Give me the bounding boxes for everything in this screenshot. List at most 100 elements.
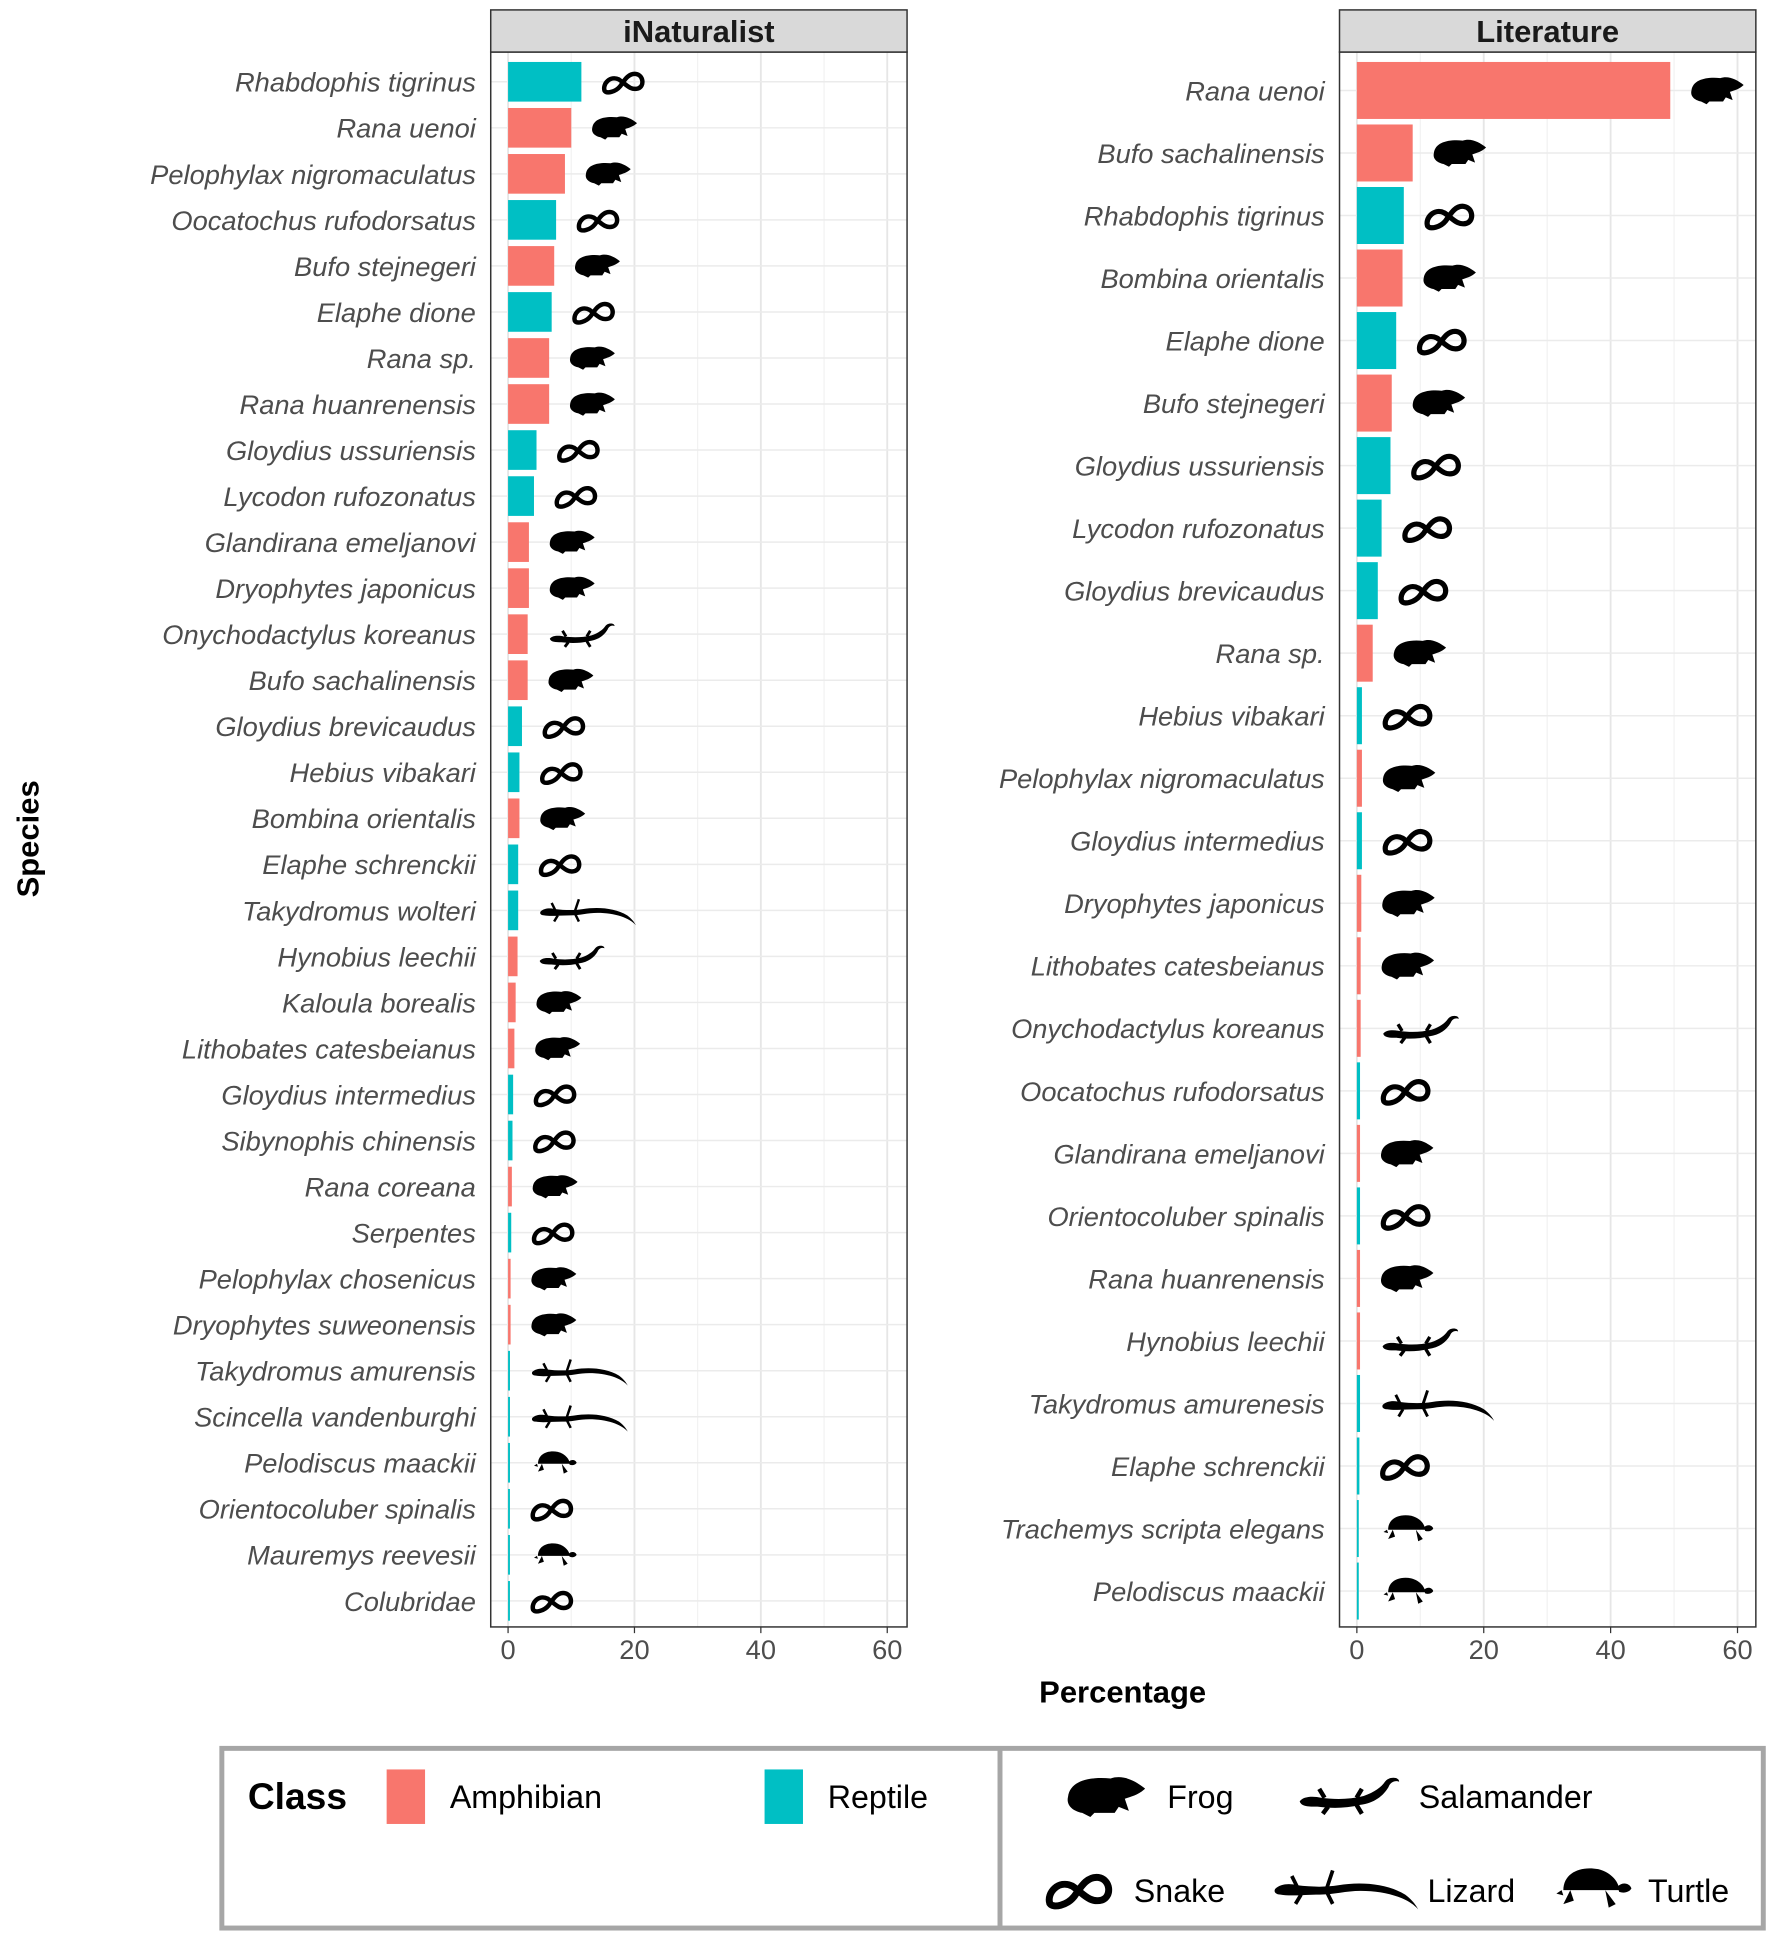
bar xyxy=(1356,249,1403,307)
bar xyxy=(1356,437,1391,495)
bar xyxy=(508,1074,514,1115)
bar xyxy=(508,292,552,332)
species-label: Takydromus amurenesis xyxy=(1029,1388,1325,1419)
bar xyxy=(508,1396,510,1437)
species-label: Gloydius ussuriensis xyxy=(1075,451,1325,482)
legend-label-reptile: Reptile xyxy=(828,1779,928,1815)
species-label: Hebius vibakari xyxy=(290,757,477,788)
bar xyxy=(508,1258,511,1299)
panel-inaturalist: Rhabdophis tigrinus Rana uenoi Pelophylax … xyxy=(150,9,908,1665)
species-label: Rana huanrenensis xyxy=(240,389,477,420)
bar xyxy=(508,1212,512,1253)
bar xyxy=(1356,187,1404,245)
bar xyxy=(508,1120,513,1161)
bar xyxy=(508,1304,511,1345)
species-label: Rana uenoi xyxy=(336,113,476,144)
legend-label-frog: Frog xyxy=(1167,1779,1233,1815)
facet-strip xyxy=(1338,9,1757,53)
bar xyxy=(1356,374,1392,432)
x-tick-label: 40 xyxy=(1595,1634,1625,1665)
bar xyxy=(508,107,572,148)
species-label: Rana uenoi xyxy=(1185,75,1325,106)
species-label: Elaphe schrenckii xyxy=(262,849,477,880)
bar xyxy=(1356,124,1413,182)
bar xyxy=(508,752,520,793)
bar xyxy=(508,1028,515,1069)
legend-label-lizard: Lizard xyxy=(1427,1873,1515,1909)
species-label: Serpentes xyxy=(352,1218,477,1249)
species-label: Scincella vandenburghi xyxy=(194,1402,477,1433)
species-label: Bombina orientalis xyxy=(252,803,477,834)
x-tick-label: 40 xyxy=(746,1634,776,1665)
species-label: Bufo sachalinensis xyxy=(249,665,477,696)
facet-title: Literature xyxy=(1476,14,1619,49)
legend-label-snake: Snake xyxy=(1134,1873,1225,1909)
legend-label-salamander: Salamander xyxy=(1419,1779,1593,1815)
bar xyxy=(508,338,550,378)
bar xyxy=(1356,937,1361,995)
species-label: Glandirana emeljanovi xyxy=(205,527,477,558)
species-label: Elaphe schrenckii xyxy=(1111,1451,1326,1482)
species-label: Trachemys scripta elegans xyxy=(1001,1513,1325,1544)
bar xyxy=(508,430,537,470)
species-label: Elaphe dione xyxy=(317,297,476,328)
species-label: Gloydius ussuriensis xyxy=(226,435,476,466)
bar xyxy=(508,61,582,102)
species-label: Lycodon rufozonatus xyxy=(1072,513,1325,544)
bar xyxy=(1356,1374,1361,1432)
facet-title: iNaturalist xyxy=(623,14,774,49)
bar xyxy=(1356,812,1362,870)
legend-label-amphibian: Amphibian xyxy=(450,1779,602,1815)
legend-swatch-amphibian xyxy=(386,1769,426,1824)
bar xyxy=(508,522,529,562)
bar xyxy=(1356,1312,1361,1370)
species-label: Takydromus amurensis xyxy=(195,1356,476,1387)
species-label: Onychodactylus koreanus xyxy=(162,619,476,650)
bar xyxy=(1356,687,1362,745)
bar xyxy=(1356,1562,1359,1620)
x-tick-label: 60 xyxy=(1722,1634,1752,1665)
species-label: Pelodiscus maackii xyxy=(1093,1576,1326,1607)
bar xyxy=(508,154,565,194)
species-label: Orientocoluber spinalis xyxy=(199,1494,477,1525)
panel-literature: Rana uenoi Bufo sachalinensis Rhabdophis t… xyxy=(999,9,1757,1665)
species-label: Oocatochus rufodorsatus xyxy=(1020,1076,1325,1107)
bar xyxy=(1356,1062,1361,1120)
species-label: Sibynophis chinensis xyxy=(221,1125,476,1156)
bar xyxy=(1356,562,1378,620)
species-label: Hynobius leechii xyxy=(1126,1326,1325,1357)
bar xyxy=(508,844,519,885)
bar xyxy=(508,1166,512,1207)
species-label: Takydromus wolteri xyxy=(242,895,477,926)
species-label: Gloydius brevicaudus xyxy=(1064,576,1325,607)
species-label: Colubridae xyxy=(344,1586,476,1617)
x-tick-label: 0 xyxy=(500,1634,515,1665)
bar xyxy=(1356,1437,1360,1495)
species-label: Oocatochus rufodorsatus xyxy=(171,205,476,236)
bar xyxy=(1356,874,1362,932)
species-label: Hebius vibakari xyxy=(1138,701,1325,732)
bar xyxy=(508,936,518,977)
bar xyxy=(1356,61,1671,119)
bar xyxy=(508,200,557,240)
species-label: Gloydius intermedius xyxy=(1070,826,1325,857)
bar xyxy=(508,706,522,747)
species-label: Glandirana emeljanovi xyxy=(1053,1138,1325,1169)
bar xyxy=(508,890,519,931)
bar xyxy=(1356,1249,1361,1307)
plot-background xyxy=(490,52,908,1627)
legend-swatch-reptile xyxy=(764,1769,803,1824)
species-label: Rana huanrenensis xyxy=(1088,1263,1325,1294)
species-label: Dryophytes japonicus xyxy=(1064,888,1325,919)
bar xyxy=(1356,1500,1359,1558)
species-label: Dryophytes japonicus xyxy=(215,573,476,604)
species-label: Rhabdophis tigrinus xyxy=(1084,200,1325,231)
bar xyxy=(1356,624,1373,682)
species-label: Onychodactylus koreanus xyxy=(1011,1013,1325,1044)
species-label: Rana sp. xyxy=(367,343,476,374)
species-label: Lycodon rufozonatus xyxy=(223,481,476,512)
bar xyxy=(508,1535,510,1575)
species-label: Bufo stejnegeri xyxy=(294,251,477,282)
legend-title: Class xyxy=(248,1775,347,1817)
species-label: Gloydius intermedius xyxy=(221,1079,476,1110)
